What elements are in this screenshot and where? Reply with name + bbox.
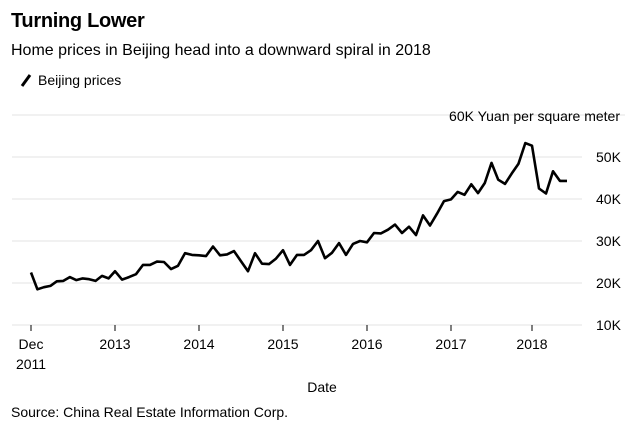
y-axis-ticks: 10K 20K 30K 40K 50K bbox=[596, 149, 622, 333]
series-line-0 bbox=[29, 141, 567, 291]
x-tick-label: 2013 bbox=[99, 336, 130, 352]
x-tick-label: 2016 bbox=[351, 336, 382, 352]
x-tick-label-year: 2011 bbox=[16, 356, 46, 372]
chart-title: Turning Lower bbox=[11, 10, 145, 32]
legend-line-icon bbox=[20, 74, 32, 87]
x-tick-label: Dec bbox=[19, 336, 44, 352]
x-tick-label: 2017 bbox=[435, 336, 466, 352]
x-tick-label: 2014 bbox=[183, 336, 214, 352]
y-tick-label: 20K bbox=[596, 275, 622, 291]
y-unit-label: 60K Yuan per square meter bbox=[449, 108, 620, 124]
x-tick-label: 2015 bbox=[267, 336, 298, 352]
y-tick-label: 50K bbox=[596, 149, 622, 165]
x-axis-ticks: Dec 2011 2013 2014 2015 2016 2017 2018 bbox=[16, 325, 548, 372]
chart-subtitle: Home prices in Beijing head into a downw… bbox=[11, 42, 431, 59]
y-tick-label: 40K bbox=[596, 191, 622, 207]
y-tick-label: 30K bbox=[596, 233, 622, 249]
x-axis-title: Date bbox=[307, 379, 337, 395]
series-layer bbox=[29, 141, 567, 291]
legend: Beijing prices bbox=[20, 72, 121, 88]
source-note: Source: China Real Estate Information Co… bbox=[11, 404, 289, 420]
legend-label: Beijing prices bbox=[38, 72, 122, 88]
grid-lines bbox=[12, 114, 625, 326]
line-chart: 10K 20K 30K 40K 50K Dec 2011 2013 2014 2015 2016 2… bbox=[12, 108, 625, 395]
x-tick-label: 2018 bbox=[516, 336, 547, 352]
y-tick-label: 10K bbox=[596, 317, 622, 333]
